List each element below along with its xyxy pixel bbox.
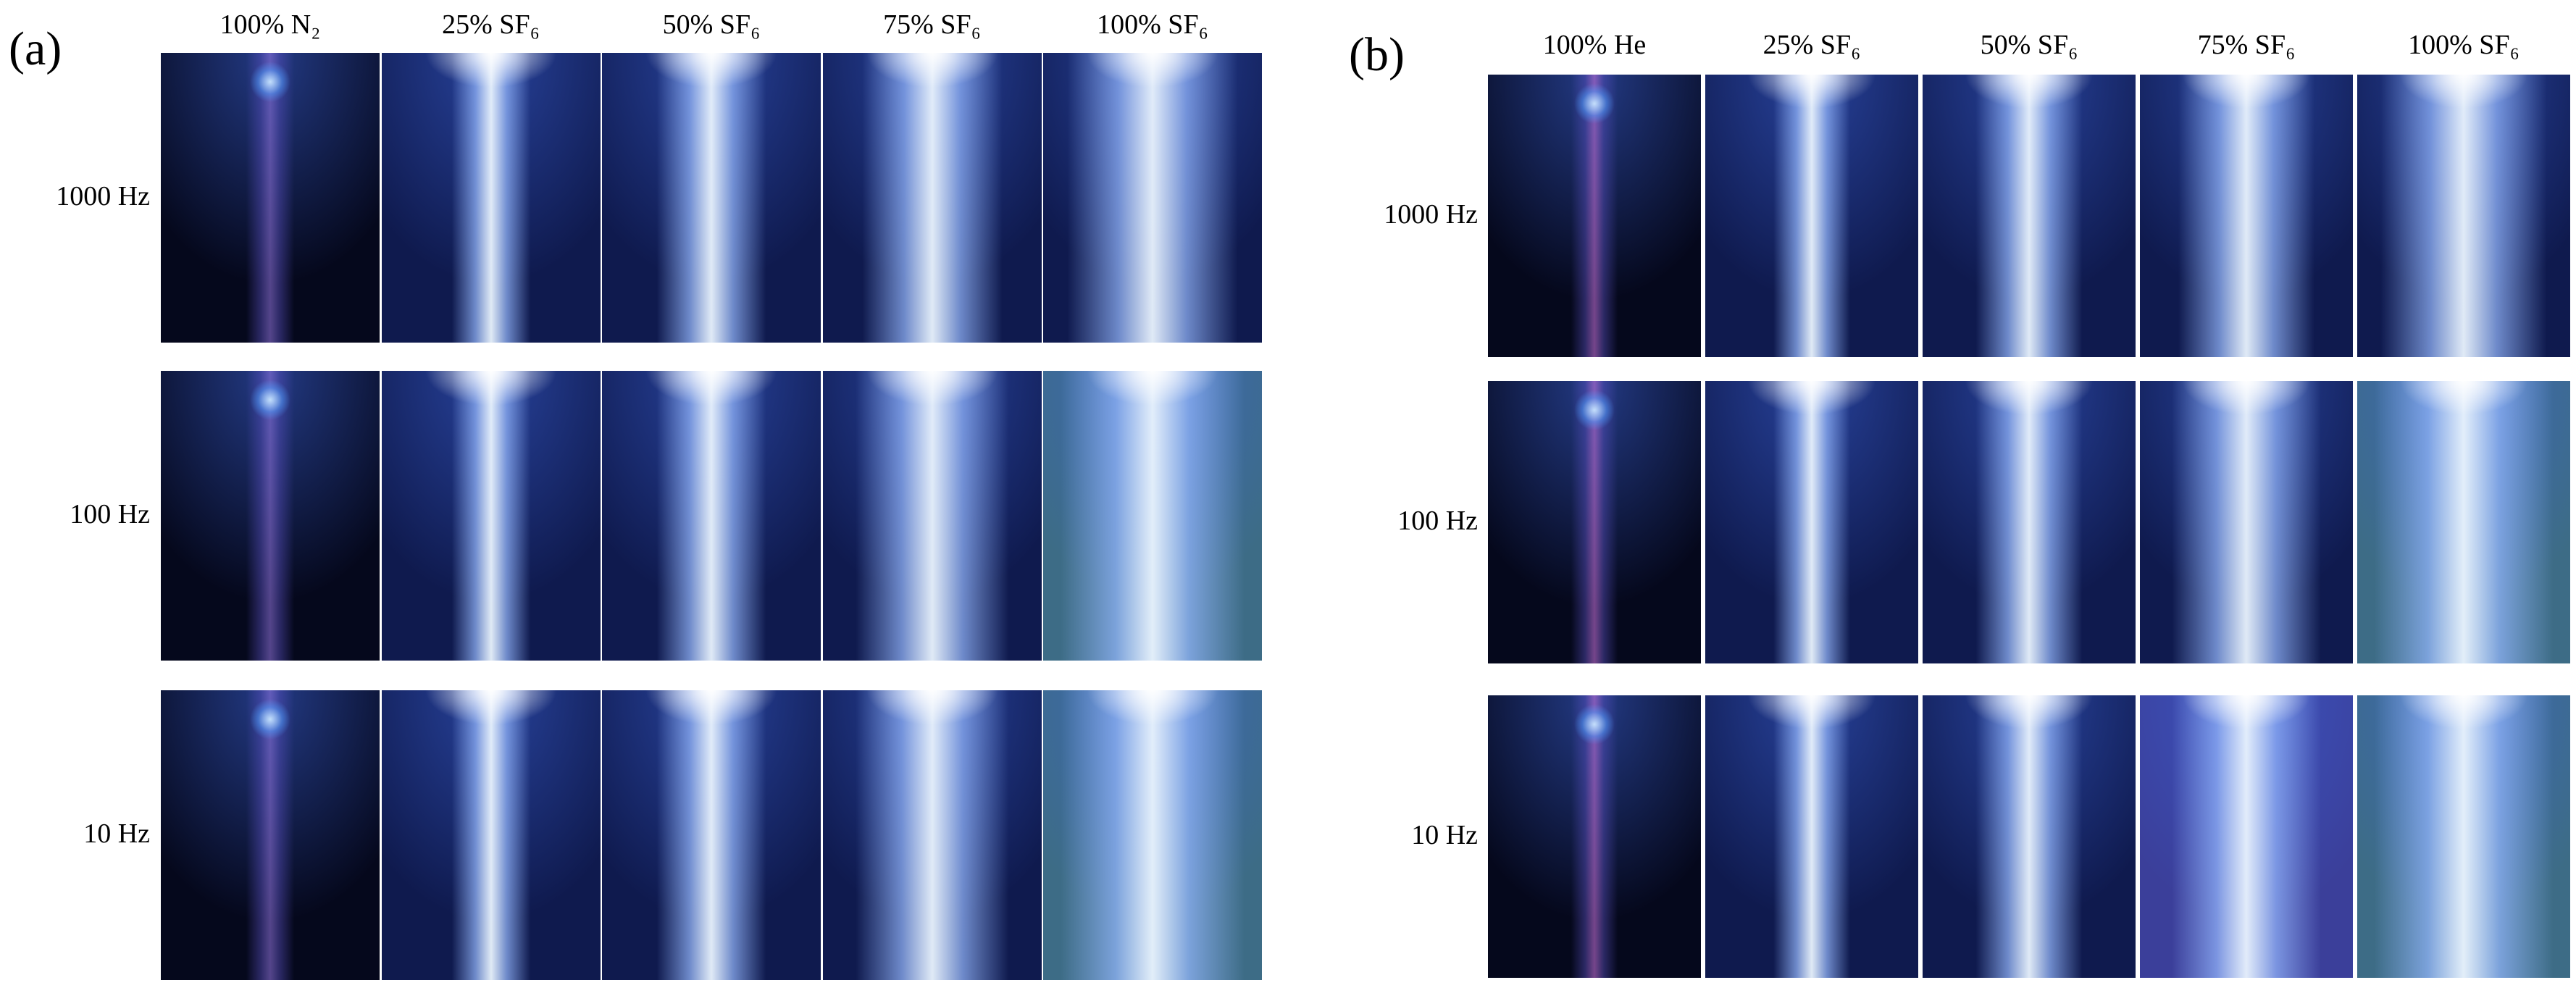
photo (1705, 695, 1918, 978)
photo (381, 690, 601, 980)
photo (822, 53, 1042, 343)
column-header: 75% SF₆ (883, 9, 981, 40)
photo (602, 690, 821, 980)
column-header: 75% SF₆ (2197, 30, 2296, 60)
photo (1705, 75, 1918, 357)
row-header: 100 Hz (1397, 506, 1478, 536)
row-header: 10 Hz (83, 818, 150, 849)
column-header: 25% SF₆ (442, 9, 540, 40)
photo (2140, 75, 2353, 357)
row-header: 100 Hz (70, 499, 150, 529)
photo (1043, 53, 1262, 343)
photo (1488, 695, 1701, 978)
photo (1705, 381, 1918, 663)
panel-label: (a) (9, 22, 62, 75)
photo (2140, 381, 2353, 663)
photo (161, 371, 380, 661)
photo (2357, 75, 2570, 357)
photo (2357, 695, 2570, 978)
photo (1488, 75, 1701, 357)
row-header: 1000 Hz (56, 181, 150, 211)
row-header: 1000 Hz (1384, 199, 1478, 230)
photo (602, 371, 821, 661)
column-header: 100% SF₆ (1097, 9, 1208, 40)
column-header: 25% SF₆ (1762, 30, 1861, 60)
photo (2140, 695, 2353, 978)
column-header: 50% SF₆ (1980, 30, 2078, 60)
photo (2357, 381, 2570, 663)
panel-label: (b) (1349, 28, 1405, 81)
photo (1043, 371, 1262, 661)
column-header: 100% N₂ (219, 9, 321, 40)
photo (1043, 690, 1262, 980)
photo (1488, 381, 1701, 663)
photo (822, 371, 1042, 661)
row-header: 10 Hz (1411, 820, 1478, 850)
photo (602, 53, 821, 343)
column-header: 50% SF₆ (662, 9, 761, 40)
photo (161, 690, 380, 980)
photo (1923, 695, 2136, 978)
photo (381, 371, 601, 661)
column-header: 100% He (1542, 30, 1647, 60)
photo (822, 690, 1042, 980)
photo (381, 53, 601, 343)
column-header: 100% SF₆ (2408, 30, 2519, 60)
photo (161, 53, 380, 343)
photo (1923, 381, 2136, 663)
photo (1923, 75, 2136, 357)
